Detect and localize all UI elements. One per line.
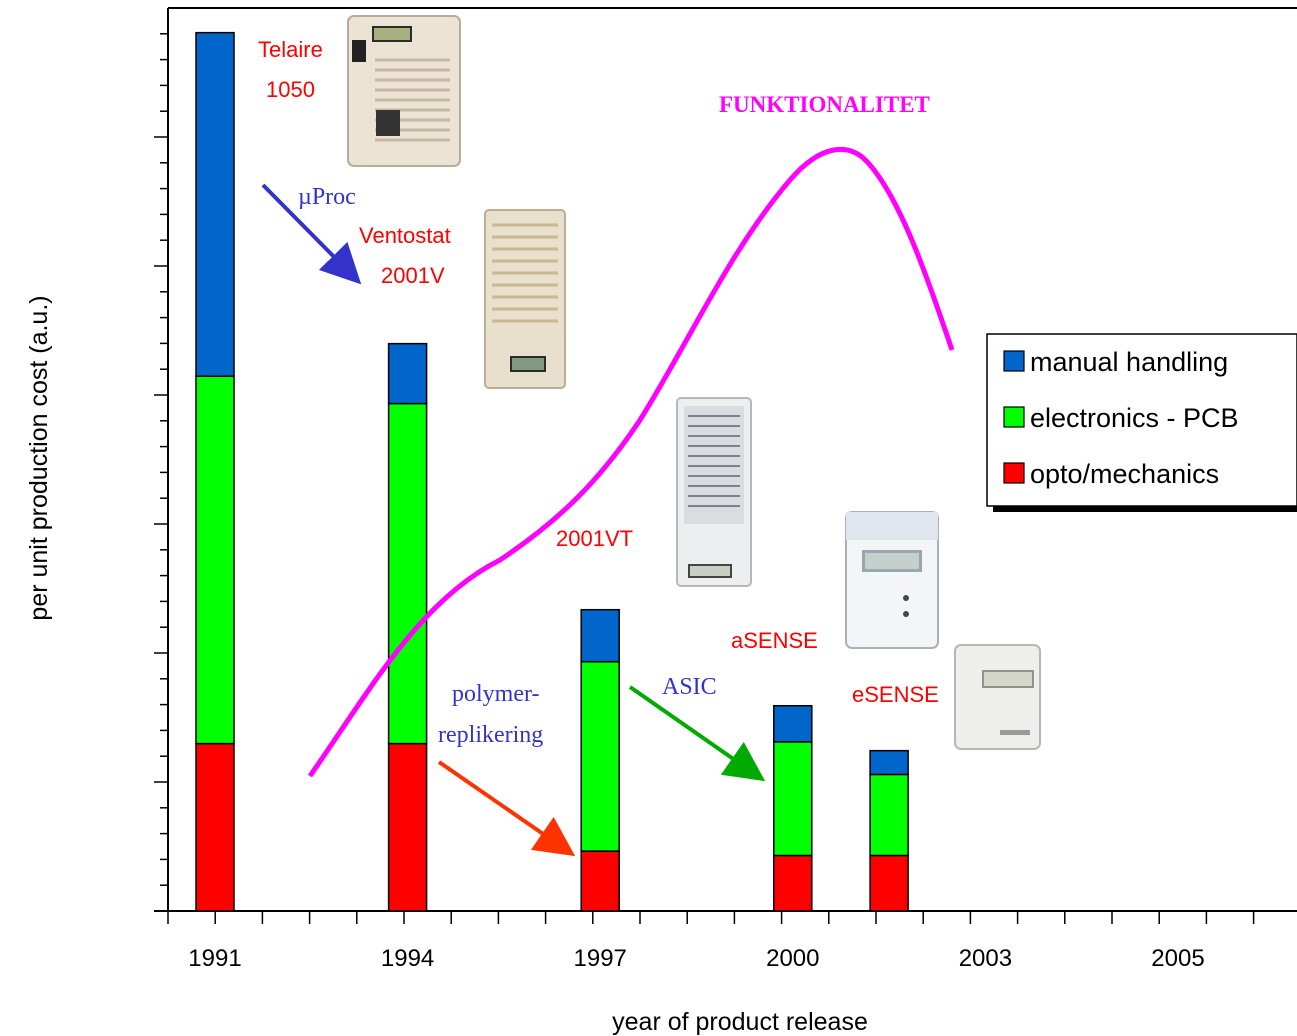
asense-image [845, 511, 939, 649]
2001vt-image [676, 397, 752, 587]
bar-segment [387, 742, 428, 912]
bar-segment [387, 342, 428, 405]
legend-swatch-manual-handling [1003, 350, 1025, 372]
product-label-asense: aSENSE [731, 628, 818, 653]
bar-segment [773, 854, 813, 912]
bar-segment [195, 31, 235, 377]
bar-segment [580, 850, 620, 912]
functionality-curve [307, 147, 955, 778]
y-axis-title: per unit production cost (a.u.) [25, 295, 53, 620]
x-tick-label: 1991 [188, 945, 241, 972]
legend: manual handling electronics - PCB opto/m… [986, 333, 1297, 512]
x-axis-title: year of product release [612, 1008, 868, 1036]
bar-segment [387, 402, 428, 745]
bar-segment [773, 741, 813, 857]
x-tick-label: 2003 [959, 945, 1012, 972]
arrow-polymer [437, 760, 576, 857]
annotation-uproc: µProc [298, 184, 356, 210]
x-axis-tick-labels: 1991 1994 1997 2000 2003 2005 [188, 945, 1204, 972]
x-tick-label: 1994 [381, 945, 434, 972]
bar-segment [869, 773, 909, 857]
arrow-asic [628, 685, 766, 782]
bar-segment [580, 608, 620, 663]
arrow-uproc [261, 183, 362, 285]
product-label-1050: 1050 [266, 77, 315, 102]
y-axis-ticks [154, 33, 168, 912]
bar-segment [869, 749, 909, 776]
esense-image [954, 644, 1041, 750]
bar-segment [580, 660, 620, 852]
x-axis-ticks [167, 911, 1255, 924]
legend-label-manual-handling: manual handling [1030, 347, 1228, 377]
x-tick-label: 2005 [1151, 945, 1204, 972]
product-label-2001v: 2001V [381, 263, 445, 288]
annotation-asic: ASIC [662, 674, 717, 700]
legend-swatch-opto-mechanics [1003, 462, 1025, 484]
product-label-2001vt: 2001VT [556, 526, 633, 551]
bar-segment [195, 375, 235, 745]
product-label-esense: eSENSE [852, 682, 939, 707]
legend-label-opto-mechanics: opto/mechanics [1030, 459, 1219, 489]
functionality-label: FUNKTIONALITET [719, 92, 930, 117]
x-tick-label: 1997 [574, 945, 627, 972]
product-label-telaire: Telaire [258, 37, 323, 62]
product-label-ventostat: Ventostat [359, 223, 451, 248]
legend-swatch-electronics [1003, 406, 1025, 428]
legend-box [986, 333, 1297, 507]
x-tick-label: 2000 [766, 945, 819, 972]
bar-segment [195, 742, 235, 912]
legend-label-electronics: electronics - PCB [1030, 403, 1239, 433]
bar-segment [869, 854, 909, 912]
annotation-replikering: replikering [438, 722, 543, 748]
annotation-polymer: polymer- [452, 681, 540, 707]
ventostat-2001v-image [484, 209, 566, 389]
telaire-1050-image [347, 15, 461, 167]
bar-segment [773, 704, 813, 743]
bar-stacks [195, 31, 909, 912]
